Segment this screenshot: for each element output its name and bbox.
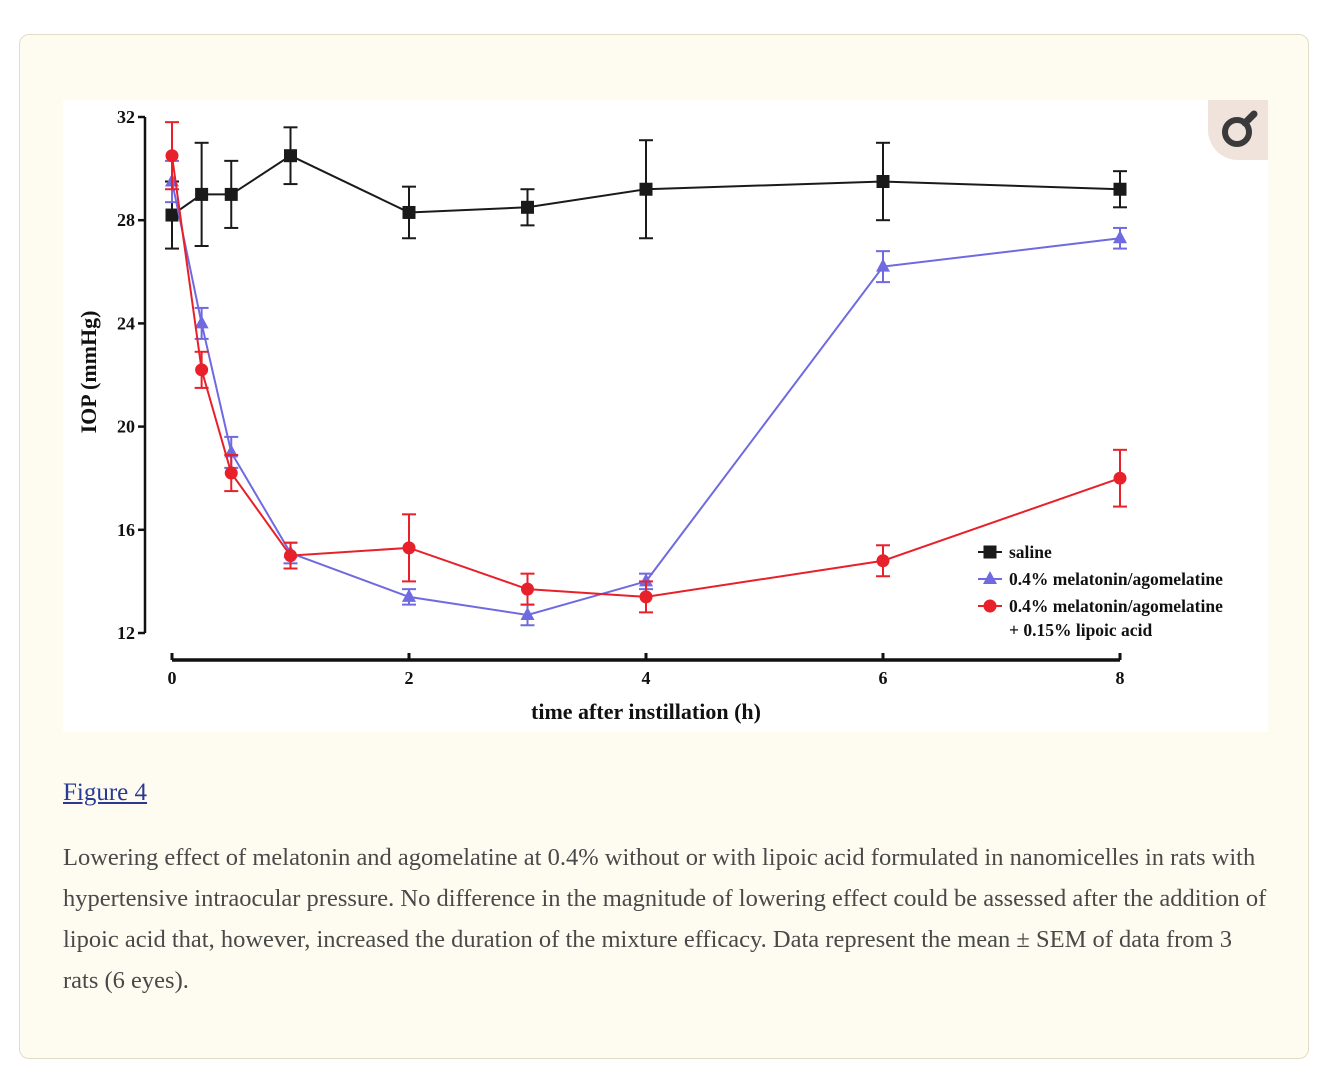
- data-point: [639, 590, 653, 604]
- x-tick-label: 8: [1116, 668, 1125, 688]
- figure-caption: Lowering effect of melatonin and agomela…: [63, 844, 1267, 994]
- y-tick-label: 24: [117, 313, 135, 333]
- y-tick-label: 32: [117, 107, 135, 127]
- figure-link[interactable]: Figure 4: [63, 779, 148, 806]
- data-point: [224, 466, 238, 480]
- y-axis-label: IOP (mmHg): [76, 311, 101, 434]
- legend-entry: 0.4% melatonin/agomelatine: [1009, 596, 1223, 616]
- legend-marker: [983, 571, 997, 584]
- data-point: [284, 549, 297, 563]
- figure-image[interactable]: 12 16 20 24 28 32 0 2 4 6 8 time after instillation…: [63, 100, 1268, 732]
- data-point: [402, 588, 416, 602]
- x-tick-label: 6: [879, 668, 888, 688]
- y-tick-label: 12: [117, 623, 135, 643]
- y-tick-label: 20: [117, 417, 135, 437]
- legend-marker: [983, 599, 997, 613]
- magnify-icon: [1222, 110, 1258, 147]
- series-line-1: [171, 181, 1121, 616]
- x-tick-label: 0: [168, 668, 177, 688]
- data-point: [165, 149, 179, 163]
- data-point: [876, 175, 890, 188]
- x-tick-label: 2: [405, 668, 414, 688]
- legend-entry: 0.4% melatonin/agomelatine: [1009, 569, 1223, 589]
- data-point: [876, 554, 890, 568]
- data-point: [402, 541, 416, 555]
- data-point: [1113, 182, 1127, 196]
- data-point: [194, 315, 209, 329]
- data-point: [639, 182, 653, 196]
- data-point: [284, 149, 297, 163]
- x-tick-label: 4: [642, 668, 651, 688]
- data-point: [521, 582, 534, 596]
- zoom-button[interactable]: [1208, 100, 1268, 160]
- legend-marker: [983, 545, 997, 559]
- y-tick-label: 16: [117, 520, 135, 540]
- legend-entry-line2: + 0.15% lipoic acid: [1009, 620, 1152, 640]
- data-point: [402, 205, 416, 219]
- data-point: [1113, 471, 1127, 485]
- data-point: [521, 200, 534, 214]
- data-point: [195, 363, 209, 377]
- x-axis-label: time after instillation (h): [531, 699, 761, 724]
- data-point: [1113, 230, 1127, 244]
- data-point: [165, 208, 179, 222]
- data-point: [876, 258, 890, 272]
- legend-entry: saline: [1009, 542, 1052, 562]
- data-point: [224, 187, 238, 201]
- data-point: [520, 606, 535, 620]
- data-point: [195, 187, 209, 201]
- data-point: [639, 573, 653, 587]
- y-tick-label: 28: [117, 210, 135, 230]
